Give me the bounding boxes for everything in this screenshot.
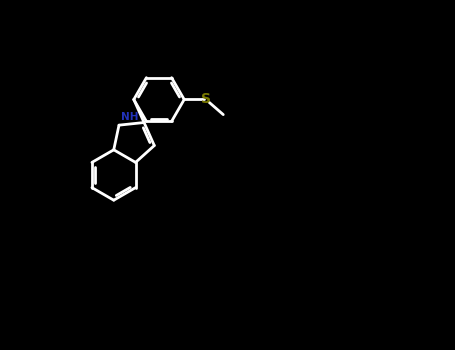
Text: NH: NH (121, 112, 138, 122)
Text: S: S (201, 92, 211, 106)
